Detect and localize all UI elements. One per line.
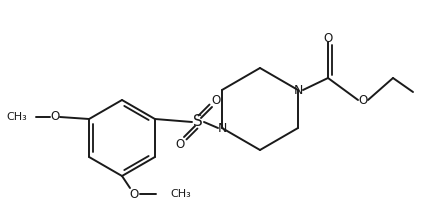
Text: CH₃: CH₃	[6, 112, 27, 122]
Text: O: O	[129, 187, 139, 201]
Text: N: N	[293, 83, 303, 97]
Text: S: S	[193, 114, 203, 129]
Text: O: O	[176, 138, 184, 150]
Text: O: O	[323, 31, 332, 44]
Text: O: O	[212, 94, 221, 107]
Text: CH₃: CH₃	[170, 189, 191, 199]
Text: O: O	[358, 94, 368, 107]
Text: O: O	[50, 111, 60, 124]
Text: N: N	[217, 121, 227, 135]
